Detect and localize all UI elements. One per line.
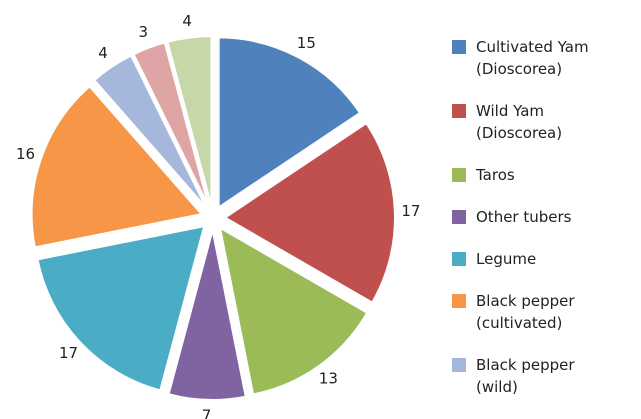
legend-label: Black pepper (cultivated) bbox=[476, 292, 575, 332]
pie-area: 15 17 13 7 17 16 4 3 4 bbox=[16, 12, 420, 419]
legend-label: Cultivated Yam (Dioscorea) bbox=[476, 38, 589, 78]
legend-item: Black pepper (wild) bbox=[452, 354, 612, 398]
legend-swatch bbox=[452, 168, 466, 182]
legend-item: Wild Yam (Dioscorea) bbox=[452, 100, 612, 144]
pie-slice bbox=[132, 41, 210, 208]
legend-item: Taros bbox=[452, 164, 612, 186]
pie-slice bbox=[217, 36, 362, 210]
legend: Cultivated Yam (Dioscorea) Wild Yam (Dios… bbox=[452, 36, 612, 398]
pie-slice bbox=[30, 84, 204, 249]
legend-label: Taros bbox=[476, 166, 515, 184]
value-label: 17 bbox=[59, 344, 78, 362]
legend-label: Black pepper (wild) bbox=[476, 356, 575, 396]
value-label: 7 bbox=[202, 406, 212, 419]
legend-item: Legume bbox=[452, 248, 612, 270]
legend-swatch bbox=[452, 294, 466, 308]
legend-item: Other tubers bbox=[452, 206, 612, 228]
pie-slice bbox=[92, 54, 208, 209]
legend-swatch bbox=[452, 210, 466, 224]
pie-slice bbox=[218, 225, 369, 396]
legend-label: Wild Yam (Dioscorea) bbox=[476, 102, 563, 142]
legend-swatch bbox=[452, 358, 466, 372]
value-label: 13 bbox=[319, 369, 338, 387]
pie-slice bbox=[166, 35, 213, 207]
legend-item: Cultivated Yam (Dioscorea) bbox=[452, 36, 612, 80]
value-label: 17 bbox=[401, 202, 420, 220]
value-label: 16 bbox=[16, 145, 35, 163]
legend-item: Black pepper (cultivated) bbox=[452, 290, 612, 334]
pie-slice bbox=[36, 224, 206, 392]
value-label: 4 bbox=[182, 12, 192, 30]
legend-swatch bbox=[452, 40, 466, 54]
value-label: 3 bbox=[138, 23, 148, 41]
value-label: 15 bbox=[297, 34, 316, 52]
legend-label: Other tubers bbox=[476, 208, 572, 226]
legend-swatch bbox=[452, 104, 466, 118]
legend-swatch bbox=[452, 252, 466, 266]
legend-label: Legume bbox=[476, 250, 537, 268]
pie-slice bbox=[223, 121, 396, 304]
value-label: 4 bbox=[98, 44, 108, 62]
pie-slice bbox=[167, 229, 247, 401]
